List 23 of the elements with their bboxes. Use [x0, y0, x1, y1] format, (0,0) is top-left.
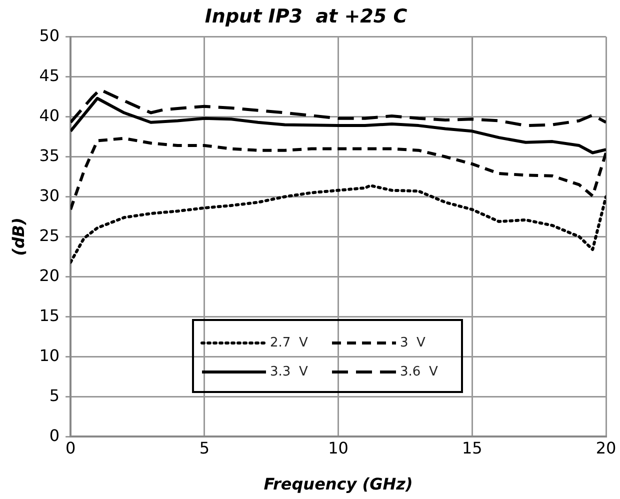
y-tick-label: 45: [39, 66, 60, 85]
chart-title: Input IP3 at +25 C: [204, 5, 408, 28]
x-tick-label: 0: [65, 438, 76, 458]
y-tick-label: 25: [39, 226, 60, 245]
y-tick-label: 20: [39, 266, 60, 285]
y-tick-label: 35: [39, 146, 60, 165]
y-axis-title: (dB): [8, 218, 28, 256]
y-tick-label: 10: [39, 346, 60, 365]
x-tick-label: 15: [462, 438, 482, 458]
legend-label: 2.7 V: [270, 335, 308, 350]
y-tick-label: 40: [39, 106, 60, 125]
x-tick-label: 10: [328, 438, 348, 458]
y-tick-label: 50: [39, 26, 60, 45]
legend-label: 3 V: [400, 335, 426, 350]
legend-label: 3.6 V: [400, 364, 438, 380]
y-tick-label: 5: [49, 386, 60, 405]
y-tick-label: 15: [39, 306, 60, 325]
x-tick-label: 20: [596, 438, 616, 458]
x-tick-label: 5: [199, 438, 210, 458]
legend-label: 3.3 V: [270, 364, 308, 380]
y-tick-label: 0: [49, 426, 60, 445]
x-axis-title: Frequency (GHz): [264, 474, 413, 494]
y-tick-label: 30: [39, 186, 60, 205]
